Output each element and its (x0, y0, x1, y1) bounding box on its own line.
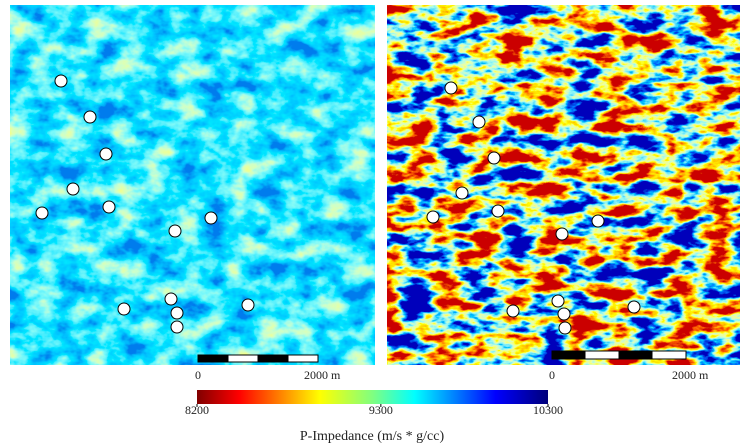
scale-bar-right (551, 350, 687, 360)
colorbar (197, 390, 548, 404)
impedance-map-left (10, 5, 375, 365)
scale-start: 0 (195, 368, 201, 382)
colorbar-tick-label: 9300 (369, 403, 393, 417)
impedance-map-right (387, 5, 740, 365)
colorbar-tick-label: 10300 (533, 403, 563, 417)
scale-start: 0 (549, 368, 555, 382)
wells-right (426, 81, 641, 335)
scale-end: 2000 m (304, 368, 341, 382)
wells-left (35, 74, 255, 334)
colorbar-tick-label: 8200 (185, 403, 209, 417)
colorbar-label: P-Impedance (m/s * g/cc) (300, 429, 445, 444)
scale-bar-left (197, 354, 319, 363)
scale-end: 2000 m (672, 368, 709, 382)
